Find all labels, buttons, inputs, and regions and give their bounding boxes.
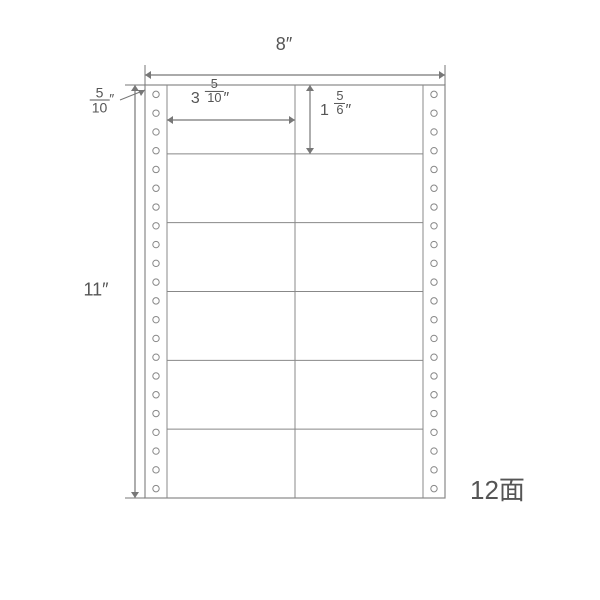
dim-left-margin-frac: 5 10 bbox=[90, 86, 110, 115]
dim-left-margin-den: 10 bbox=[90, 101, 110, 115]
dim-cell-height: 1 5 6 ″ bbox=[320, 90, 351, 120]
dim-cell-height-den: 6 bbox=[334, 104, 345, 117]
dim-cell-height-prime: ″ bbox=[345, 102, 351, 119]
dim-left-margin-num: 5 bbox=[90, 86, 110, 101]
dim-cell-height-whole: 1 bbox=[320, 102, 329, 119]
dim-cell-width-prime: ″ bbox=[223, 90, 229, 107]
dim-left-margin: 5 10 ″ bbox=[90, 86, 115, 115]
dim-full-height: 11″ bbox=[83, 280, 108, 301]
dim-left-margin-prime: ″ bbox=[109, 91, 114, 107]
dim-top-width-prime: ″ bbox=[286, 34, 292, 54]
dim-full-height-prime: ″ bbox=[102, 280, 108, 300]
dim-cell-width: 3 5 10 ″ bbox=[191, 78, 229, 108]
dim-cell-width-frac: 5 10 bbox=[205, 78, 223, 105]
dim-top-width: 8″ bbox=[276, 34, 292, 55]
dim-top-width-whole: 8 bbox=[276, 34, 286, 54]
dim-full-height-whole: 11 bbox=[83, 280, 102, 300]
faces-count-label: 12面 bbox=[470, 470, 525, 507]
diagram-stage: 8″ 5 10 ″ 3 5 10 ″ 1 5 6 ″ 11″ 12面 bbox=[0, 0, 600, 600]
dim-cell-height-frac: 5 6 bbox=[334, 90, 345, 117]
dim-cell-width-whole: 3 bbox=[191, 90, 200, 107]
dim-cell-width-den: 10 bbox=[205, 92, 223, 105]
